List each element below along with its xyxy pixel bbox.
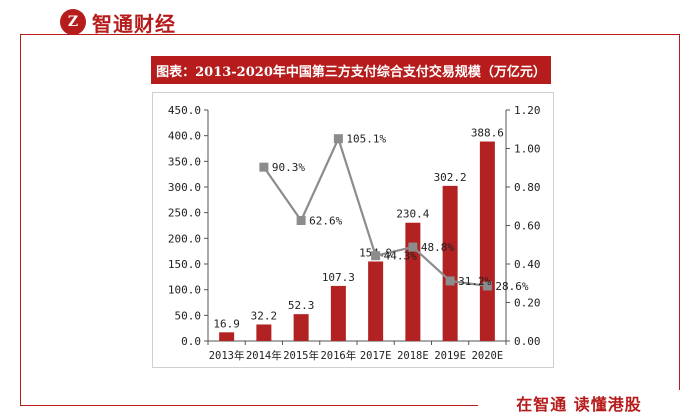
- bar-value-label: 388.6: [471, 127, 504, 140]
- x-tick-label: 2019E: [434, 350, 466, 362]
- line-value-label: 90.3%: [272, 161, 305, 174]
- line-value-label: 44.3%: [384, 250, 417, 263]
- right-tick-label: 0.80: [514, 181, 541, 194]
- x-tick-label: 2014年: [246, 349, 282, 362]
- bar: [405, 222, 421, 341]
- bar-value-label: 32.2: [251, 309, 278, 322]
- content-frame: [20, 34, 680, 406]
- left-tick-label: 100.0: [168, 284, 201, 297]
- x-tick-label: 2016年: [320, 349, 356, 362]
- x-tick-label: 2020E: [472, 350, 504, 362]
- bar: [368, 261, 384, 341]
- bar: [256, 324, 272, 341]
- bar: [330, 285, 346, 341]
- line-point-marker: [333, 134, 343, 144]
- logo-mark: Z: [60, 9, 86, 35]
- left-tick-label: 400.0: [168, 130, 201, 143]
- line-value-label: 28.6%: [495, 280, 528, 293]
- chart-title: 图表：2013-2020年中国第三方支付综合支付交易规模（万亿元）: [151, 56, 551, 84]
- left-tick-label: 150.0: [168, 258, 201, 271]
- x-tick-label: 2018E: [397, 350, 429, 362]
- line-value-label: 48.8%: [421, 241, 454, 254]
- line-value-label: 31.2%: [458, 275, 491, 288]
- plot-area: 0.0 50.0 100.0 150.0 200.0 250.0 300.0 350.0 400…: [152, 92, 554, 368]
- right-tick-label: 0.40: [514, 258, 541, 271]
- bar-value-label: 16.9: [213, 317, 240, 330]
- left-tick-label: 250.0: [168, 207, 201, 220]
- bar: [293, 314, 309, 341]
- bar: [479, 141, 495, 341]
- bar-value-label: 230.4: [396, 208, 429, 221]
- line-point-marker: [296, 215, 306, 225]
- line-point-marker: [482, 281, 492, 291]
- brand-logo: Z 智通财经: [60, 8, 176, 36]
- x-tick-label: 2013年: [209, 349, 245, 362]
- left-tick-label: 300.0: [168, 181, 201, 194]
- right-tick-label: 1.20: [514, 104, 541, 117]
- footer-slogan: 在智通 读懂港股: [478, 390, 680, 416]
- line-point-marker: [408, 242, 418, 252]
- brand-name: 智通财经: [92, 11, 176, 36]
- right-tick-label: 0.00: [514, 335, 541, 348]
- line-point-marker: [371, 251, 381, 261]
- right-tick-label: 0.60: [514, 220, 541, 233]
- line-value-label: 105.1%: [346, 133, 386, 146]
- bar-value-label: 302.2: [434, 171, 467, 184]
- line-point-marker: [445, 276, 455, 286]
- bar-value-label: 52.3: [288, 299, 315, 312]
- left-tick-label: 350.0: [168, 155, 201, 168]
- combo-chart: 0.0 50.0 100.0 150.0 200.0 250.0 300.0 350.0 400…: [168, 104, 541, 362]
- left-tick-label: 450.0: [168, 104, 201, 117]
- left-tick-label: 50.0: [175, 309, 202, 322]
- left-tick-label: 0.0: [181, 335, 201, 348]
- right-tick-label: 0.20: [514, 297, 541, 310]
- line-point-marker: [259, 162, 269, 172]
- right-tick-label: 1.00: [514, 143, 541, 156]
- left-tick-label: 200.0: [168, 232, 201, 245]
- bar: [442, 185, 458, 341]
- bar: [219, 332, 235, 341]
- x-tick-label: 2017E: [360, 350, 392, 362]
- x-tick-label: 2015年: [283, 349, 319, 362]
- bar-value-label: 107.3: [322, 271, 355, 284]
- line-value-label: 62.6%: [309, 214, 342, 227]
